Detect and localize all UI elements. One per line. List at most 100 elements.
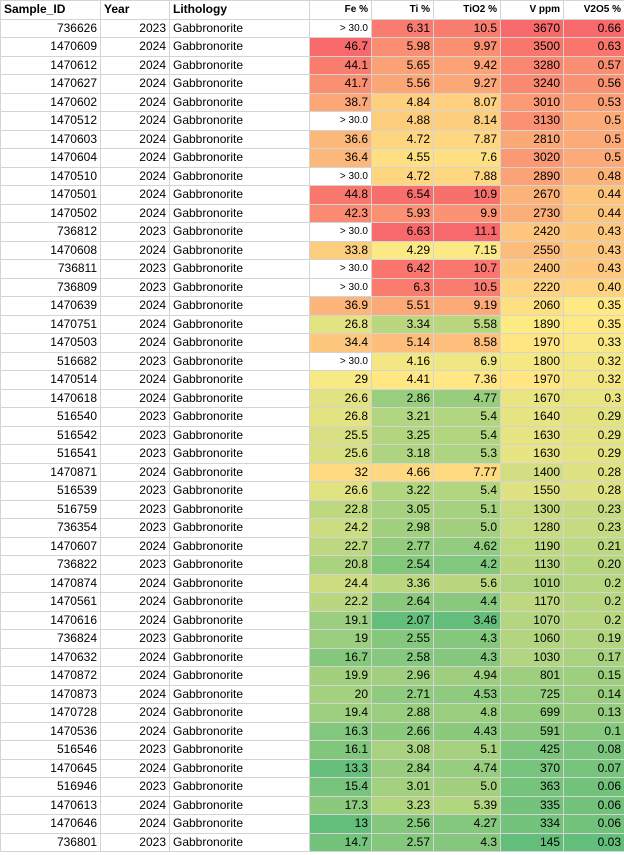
cell-v-ppm[interactable]: 2220 — [500, 277, 564, 297]
cell-v-ppm[interactable]: 699 — [500, 703, 564, 723]
cell-lithology[interactable]: Gabbronorite — [169, 203, 310, 223]
cell-ti-pct[interactable]: 2.88 — [371, 703, 434, 723]
cell-v-ppm[interactable]: 1970 — [500, 333, 564, 353]
cell-tio2-pct[interactable]: 5.4 — [433, 481, 501, 501]
cell-ti-pct[interactable]: 2.57 — [371, 832, 434, 852]
cell-ti-pct[interactable]: 5.65 — [371, 55, 434, 75]
cell-year[interactable]: 2023 — [100, 740, 170, 760]
cell-ti-pct[interactable]: 3.01 — [371, 777, 434, 797]
cell-sample-id[interactable]: 736822 — [0, 555, 101, 575]
cell-ti-pct[interactable]: 5.14 — [371, 333, 434, 353]
cell-year[interactable]: 2023 — [100, 555, 170, 575]
cell-v-ppm[interactable]: 2060 — [500, 296, 564, 316]
cell-year[interactable]: 2023 — [100, 518, 170, 538]
cell-v-ppm[interactable]: 3280 — [500, 55, 564, 75]
cell-tio2-pct[interactable]: 3.46 — [433, 610, 501, 630]
cell-sample-id[interactable]: 516540 — [0, 407, 101, 427]
cell-lithology[interactable]: Gabbronorite — [169, 407, 310, 427]
cell-sample-id[interactable]: 1470609 — [0, 37, 101, 57]
cell-v-ppm[interactable]: 1170 — [500, 592, 564, 612]
cell-v2o5-pct[interactable]: 0.43 — [563, 240, 624, 260]
cell-v-ppm[interactable]: 2550 — [500, 240, 564, 260]
cell-fe-pct[interactable]: 36.6 — [309, 129, 372, 149]
cell-v2o5-pct[interactable]: 0.17 — [563, 647, 624, 667]
cell-v2o5-pct[interactable]: 0.28 — [563, 462, 624, 482]
cell-lithology[interactable]: Gabbronorite — [169, 92, 310, 112]
cell-tio2-pct[interactable]: 7.15 — [433, 240, 501, 260]
header-v-ppm[interactable]: V ppm — [500, 0, 564, 20]
cell-ti-pct[interactable]: 2.07 — [371, 610, 434, 630]
cell-sample-id[interactable]: 1470502 — [0, 203, 101, 223]
header-v2o5-pct[interactable]: V2O5 % — [563, 0, 624, 20]
cell-ti-pct[interactable]: 4.55 — [371, 148, 434, 168]
cell-sample-id[interactable]: 1470645 — [0, 758, 101, 778]
cell-lithology[interactable]: Gabbronorite — [169, 795, 310, 815]
cell-lithology[interactable]: Gabbronorite — [169, 333, 310, 353]
cell-v2o5-pct[interactable]: 0.08 — [563, 740, 624, 760]
cell-ti-pct[interactable]: 3.05 — [371, 499, 434, 519]
cell-v-ppm[interactable]: 3130 — [500, 111, 564, 131]
cell-ti-pct[interactable]: 5.56 — [371, 74, 434, 94]
cell-ti-pct[interactable]: 3.25 — [371, 425, 434, 445]
cell-lithology[interactable]: Gabbronorite — [169, 166, 310, 186]
cell-year[interactable]: 2024 — [100, 814, 170, 834]
cell-tio2-pct[interactable]: 4.77 — [433, 388, 501, 408]
cell-year[interactable]: 2024 — [100, 684, 170, 704]
cell-v-ppm[interactable]: 725 — [500, 684, 564, 704]
cell-lithology[interactable]: Gabbronorite — [169, 444, 310, 464]
cell-year[interactable]: 2023 — [100, 777, 170, 797]
cell-fe-pct[interactable]: 16.3 — [309, 721, 372, 741]
cell-sample-id[interactable]: 1470501 — [0, 185, 101, 205]
cell-tio2-pct[interactable]: 7.87 — [433, 129, 501, 149]
cell-v-ppm[interactable]: 2420 — [500, 222, 564, 242]
cell-lithology[interactable]: Gabbronorite — [169, 314, 310, 334]
cell-lithology[interactable]: Gabbronorite — [169, 370, 310, 390]
cell-tio2-pct[interactable]: 10.5 — [433, 18, 501, 38]
cell-fe-pct[interactable]: 22.7 — [309, 536, 372, 556]
cell-fe-pct[interactable]: 42.3 — [309, 203, 372, 223]
cell-sample-id[interactable]: 516541 — [0, 444, 101, 464]
cell-v-ppm[interactable]: 145 — [500, 832, 564, 852]
cell-lithology[interactable]: Gabbronorite — [169, 425, 310, 445]
cell-fe-pct[interactable]: > 30.0 — [309, 111, 372, 131]
cell-v2o5-pct[interactable]: 0.29 — [563, 407, 624, 427]
cell-v2o5-pct[interactable]: 0.35 — [563, 296, 624, 316]
cell-fe-pct[interactable]: > 30.0 — [309, 18, 372, 38]
cell-lithology[interactable]: Gabbronorite — [169, 296, 310, 316]
cell-tio2-pct[interactable]: 6.9 — [433, 351, 501, 371]
cell-tio2-pct[interactable]: 4.27 — [433, 814, 501, 834]
cell-fe-pct[interactable]: 22.8 — [309, 499, 372, 519]
cell-v-ppm[interactable]: 334 — [500, 814, 564, 834]
cell-ti-pct[interactable]: 3.22 — [371, 481, 434, 501]
cell-ti-pct[interactable]: 2.86 — [371, 388, 434, 408]
cell-v-ppm[interactable]: 3670 — [500, 18, 564, 38]
cell-tio2-pct[interactable]: 11.1 — [433, 222, 501, 242]
cell-year[interactable]: 2024 — [100, 296, 170, 316]
cell-tio2-pct[interactable]: 4.3 — [433, 629, 501, 649]
cell-v-ppm[interactable]: 1800 — [500, 351, 564, 371]
cell-sample-id[interactable]: 1470607 — [0, 536, 101, 556]
cell-lithology[interactable]: Gabbronorite — [169, 74, 310, 94]
cell-sample-id[interactable]: 1470561 — [0, 592, 101, 612]
cell-year[interactable]: 2024 — [100, 666, 170, 686]
cell-tio2-pct[interactable]: 7.88 — [433, 166, 501, 186]
cell-ti-pct[interactable]: 3.36 — [371, 573, 434, 593]
cell-v-ppm[interactable]: 370 — [500, 758, 564, 778]
cell-v-ppm[interactable]: 1070 — [500, 610, 564, 630]
cell-ti-pct[interactable]: 3.21 — [371, 407, 434, 427]
cell-ti-pct[interactable]: 5.98 — [371, 37, 434, 57]
cell-v-ppm[interactable]: 801 — [500, 666, 564, 686]
cell-lithology[interactable]: Gabbronorite — [169, 647, 310, 667]
cell-v2o5-pct[interactable]: 0.43 — [563, 259, 624, 279]
cell-v2o5-pct[interactable]: 0.15 — [563, 666, 624, 686]
cell-sample-id[interactable]: 1470632 — [0, 647, 101, 667]
cell-sample-id[interactable]: 1470514 — [0, 370, 101, 390]
cell-tio2-pct[interactable]: 5.1 — [433, 499, 501, 519]
cell-v2o5-pct[interactable]: 0.29 — [563, 425, 624, 445]
cell-fe-pct[interactable]: 13 — [309, 814, 372, 834]
cell-ti-pct[interactable]: 6.42 — [371, 259, 434, 279]
cell-ti-pct[interactable]: 6.3 — [371, 277, 434, 297]
cell-year[interactable]: 2023 — [100, 351, 170, 371]
cell-ti-pct[interactable]: 3.18 — [371, 444, 434, 464]
cell-sample-id[interactable]: 736811 — [0, 259, 101, 279]
